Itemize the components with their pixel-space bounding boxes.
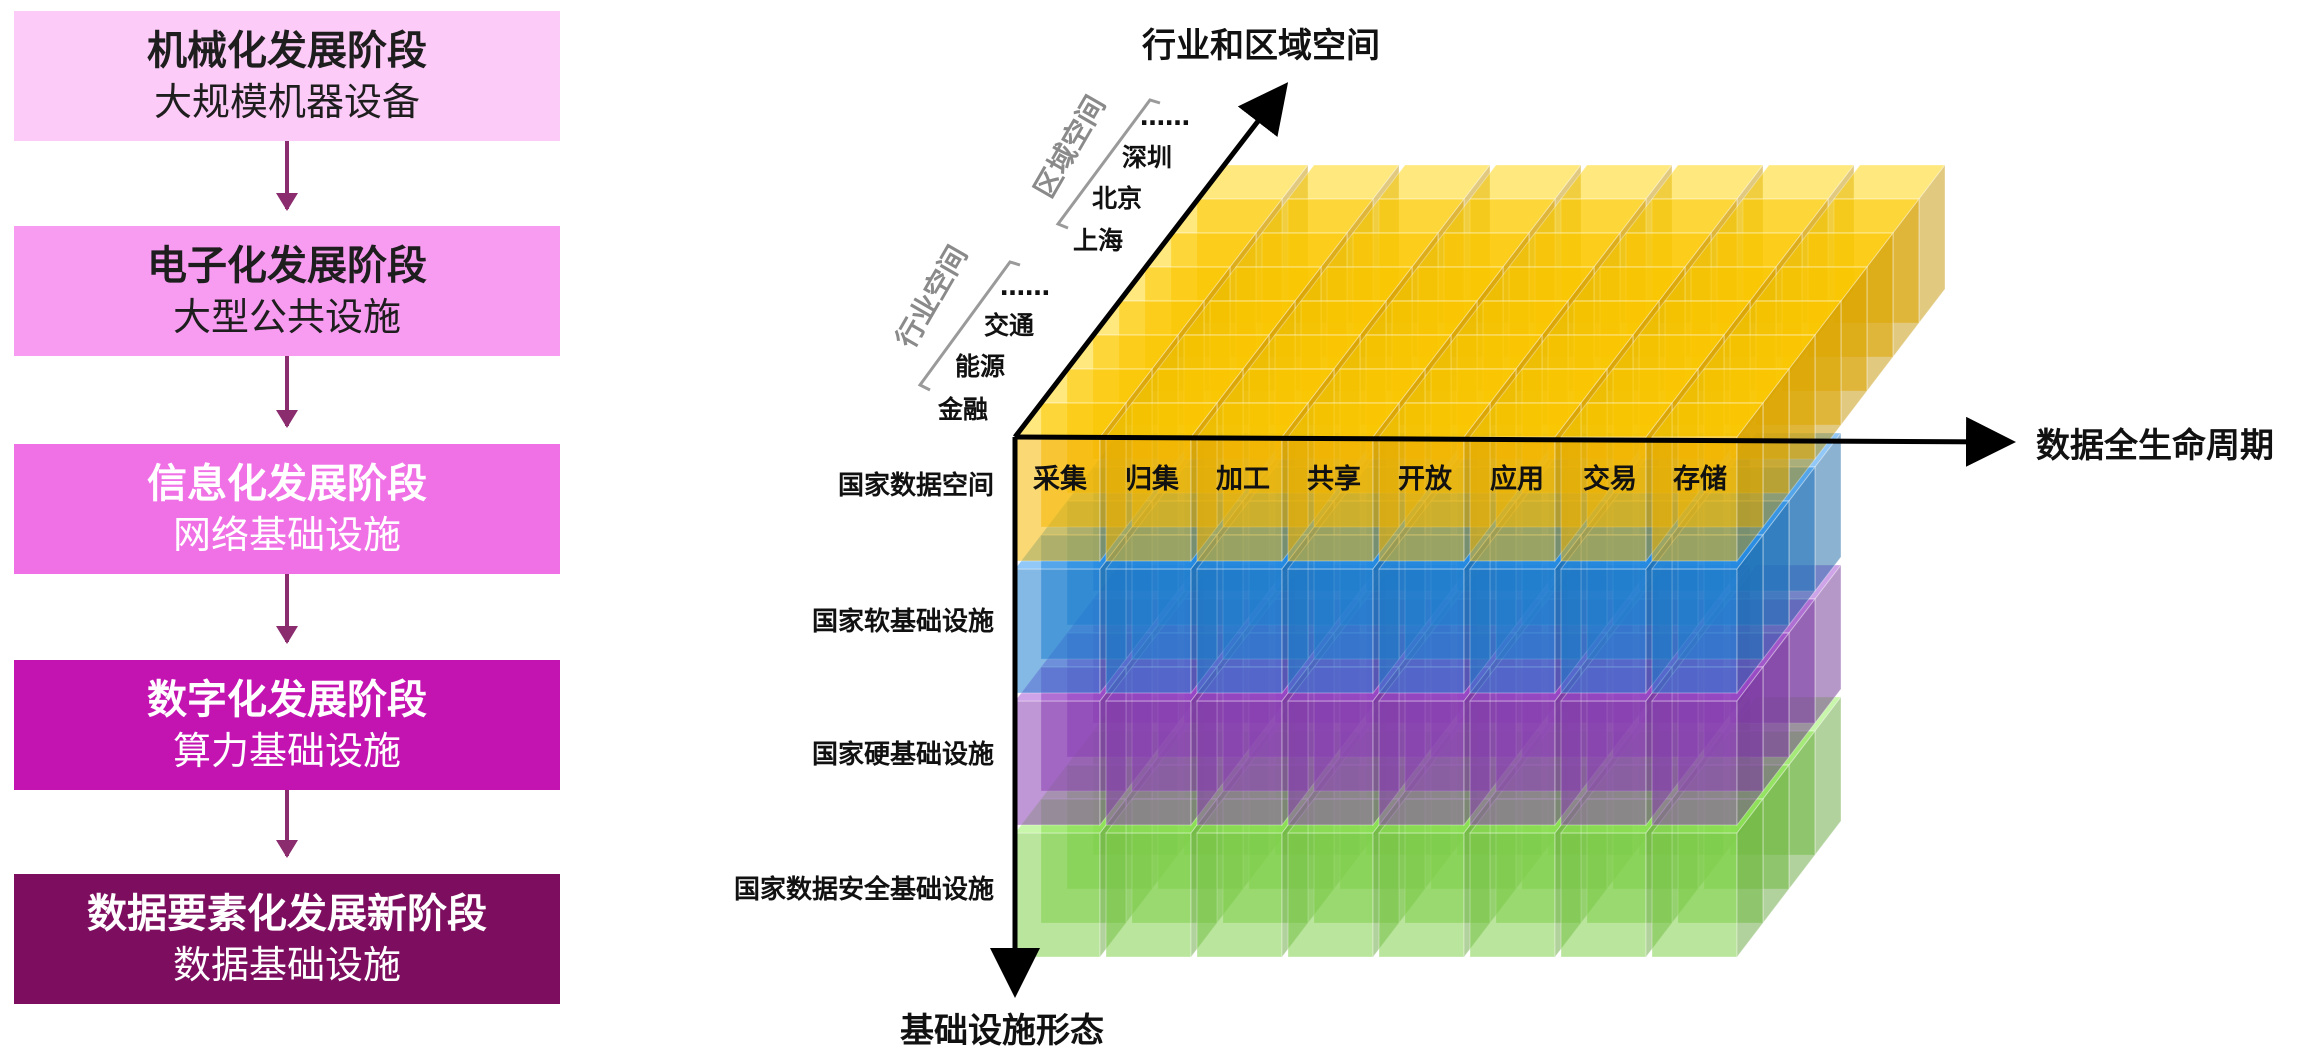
layer-label: 国家硬基础设施 xyxy=(812,739,994,770)
layer-label: 国家软基础设施 xyxy=(812,606,994,637)
industry-item: 交通 xyxy=(984,311,1034,340)
stage-title: 机械化发展阶段 xyxy=(147,28,427,74)
layer-label: 国家数据安全基础设施 xyxy=(734,874,994,905)
lifecycle-axis-label: 数据全生命周期 xyxy=(2036,426,2274,466)
stage-subtitle: 大型公共设施 xyxy=(172,295,401,339)
lifecycle-label: 交易 xyxy=(1583,463,1637,495)
cube-cell-front xyxy=(1651,832,1738,958)
cube-cell-front xyxy=(1287,436,1374,562)
stage-title: 信息化发展阶段 xyxy=(147,461,427,507)
cube-cell-front xyxy=(1469,832,1556,958)
cube-cell-front xyxy=(1014,832,1101,958)
cube-cell-side xyxy=(1736,797,1764,959)
stage-box-informatization: 信息化发展阶段 网络基础设施 xyxy=(14,444,560,574)
stage-title: 数据要素化发展新阶段 xyxy=(87,891,487,937)
cube-cell-front xyxy=(1469,700,1556,826)
lifecycle-label: 开放 xyxy=(1398,463,1453,495)
lifecycle-label: 存储 xyxy=(1673,464,1727,495)
cube-cell-front xyxy=(1651,568,1738,694)
down-arrow xyxy=(276,790,298,858)
down-arrow xyxy=(276,141,298,211)
stage-subtitle: 数据基础设施 xyxy=(172,943,401,987)
stage-title: 电子化发展阶段 xyxy=(147,243,427,289)
lifecycle-label: 加工 xyxy=(1216,464,1270,495)
cube-cell-front xyxy=(1014,436,1101,562)
industry-item: …… xyxy=(1000,272,1050,301)
down-arrow xyxy=(276,574,298,644)
cube-cell-front xyxy=(1196,436,1283,562)
lifecycle-axis xyxy=(1014,416,2016,467)
industry-group-label: 行业空间 xyxy=(889,240,974,354)
stage-title: 数字化发展阶段 xyxy=(147,677,427,723)
cube-cell-front xyxy=(1560,832,1647,958)
stage-box-mechanization: 机械化发展阶段 大规模机器设备 xyxy=(14,11,560,141)
cube-cell-side xyxy=(1736,665,1764,827)
cube-cell-front xyxy=(1287,568,1374,694)
cube-cell-front xyxy=(1196,832,1283,958)
cube-axes xyxy=(990,82,2016,998)
stage-subtitle: 大规模机器设备 xyxy=(153,80,420,124)
region-item: …… xyxy=(1140,102,1190,131)
cube-cell-front xyxy=(1469,436,1556,562)
industry-bracket xyxy=(917,260,1021,392)
down-arrow xyxy=(276,356,298,428)
cube-cell-front xyxy=(1560,436,1647,562)
lifecycle-label: 归集 xyxy=(1125,463,1180,495)
stage-box-electronization: 电子化发展阶段 大型公共设施 xyxy=(14,226,560,356)
cube-cell-front xyxy=(1105,700,1192,826)
cube-cell-front xyxy=(1378,436,1465,562)
depth-axis xyxy=(1013,82,1289,439)
lifecycle-label: 共享 xyxy=(1307,463,1361,495)
lifecycle-label: 应用 xyxy=(1490,463,1544,495)
region-item: 北京 xyxy=(1092,184,1142,213)
stage-subtitle: 网络基础设施 xyxy=(172,513,401,557)
cube-cell-front xyxy=(1651,436,1738,562)
industry-item: 金融 xyxy=(937,395,988,424)
stage-box-digitalization: 数字化发展阶段 算力基础设施 xyxy=(14,660,560,790)
stage-box-data-factorization: 数据要素化发展新阶段 数据基础设施 xyxy=(14,874,560,1004)
cube-cell-front xyxy=(1105,436,1192,562)
infrastructure-axis-label: 基础设施形态 xyxy=(900,1011,1104,1051)
depth-axis-label: 行业和区域空间 xyxy=(1142,26,1380,66)
cube-cells xyxy=(1013,163,1947,959)
layer-label: 国家数据空间 xyxy=(838,470,994,501)
region-item: 上海 xyxy=(1073,226,1123,255)
cube-cell-front xyxy=(1651,700,1738,826)
cube-cell-front xyxy=(1287,832,1374,958)
cube-cell-front xyxy=(1287,700,1374,826)
industry-item: 能源 xyxy=(955,352,1005,381)
cube-cell-front xyxy=(1378,700,1465,826)
cube-cell-front xyxy=(1196,700,1283,826)
cube-cell-front xyxy=(1378,832,1465,958)
lifecycle-label: 采集 xyxy=(1033,463,1088,495)
cube-cell-front xyxy=(1014,568,1101,694)
cube-cell-front xyxy=(1469,568,1556,694)
cube-cell-front xyxy=(1378,568,1465,694)
cube-cell-side xyxy=(1736,533,1764,695)
cube-cell-front xyxy=(1105,832,1192,958)
cube-cell-front xyxy=(1560,568,1647,694)
region-item: 深圳 xyxy=(1122,143,1172,172)
stage-subtitle: 算力基础设施 xyxy=(172,729,401,773)
cube-cell-front xyxy=(1560,700,1647,826)
region-bracket xyxy=(1055,98,1161,230)
cube-cell-front xyxy=(1196,568,1283,694)
cube-cell-front xyxy=(1105,568,1192,694)
cube-cell-front xyxy=(1014,700,1101,826)
